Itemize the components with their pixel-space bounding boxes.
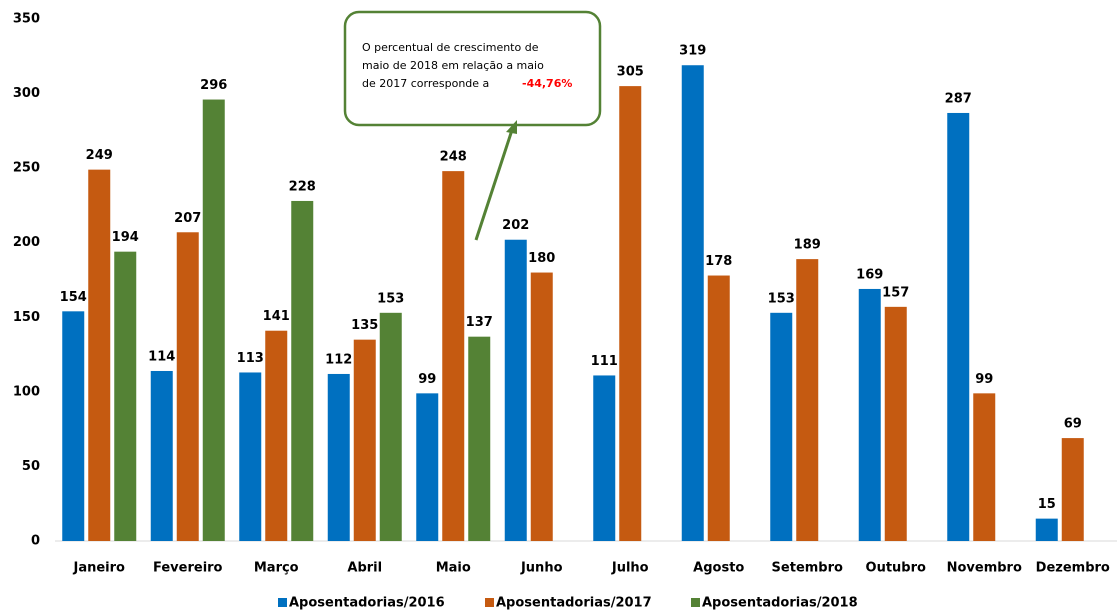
x-tick-label: Setembro	[772, 561, 843, 576]
data-label: 202	[502, 218, 529, 233]
y-tick-label: 250	[13, 161, 40, 176]
annotation-line: O percentual de crescimento de	[362, 41, 539, 54]
data-label: 99	[418, 372, 436, 387]
data-label: 113	[237, 351, 264, 366]
bar	[770, 312, 793, 541]
bar	[353, 339, 376, 541]
bar	[379, 312, 402, 541]
x-tick-label: Fevereiro	[153, 561, 223, 576]
data-label: 99	[975, 372, 993, 387]
y-tick-label: 100	[13, 384, 40, 399]
annotation-highlight: -44,76%	[522, 77, 572, 90]
data-label: 296	[200, 78, 227, 93]
x-tick-label: Outubro	[866, 561, 926, 576]
x-tick-label: Dezembro	[1036, 561, 1110, 576]
bar	[947, 112, 970, 542]
legend-label: Aposentadorias/2016	[289, 596, 445, 611]
data-label: 207	[174, 211, 201, 226]
data-label: 249	[86, 148, 113, 163]
bar	[796, 259, 819, 541]
bar	[176, 232, 199, 541]
bar	[858, 288, 881, 541]
y-tick-label: 50	[22, 459, 40, 474]
data-label: 112	[325, 352, 352, 367]
data-label: 137	[466, 315, 493, 330]
legend-label: Aposentadorias/2017	[496, 596, 652, 611]
bar	[291, 200, 314, 541]
data-label: 189	[794, 238, 821, 253]
y-tick-label: 350	[13, 12, 40, 27]
data-label: 319	[679, 44, 706, 59]
legend-label: Aposentadorias/2018	[702, 596, 858, 611]
bar	[1035, 518, 1058, 541]
bar	[504, 239, 527, 541]
bar	[707, 275, 730, 541]
data-label: 141	[263, 309, 290, 324]
data-label: 135	[351, 318, 378, 333]
data-label: 180	[528, 251, 555, 266]
data-label: 154	[60, 290, 87, 305]
x-tick-label: Março	[254, 561, 299, 576]
y-tick-label: 300	[13, 86, 40, 101]
data-label: 169	[856, 267, 883, 282]
bar	[530, 272, 553, 541]
legend-swatch	[485, 598, 494, 607]
x-tick-label: Julho	[611, 561, 649, 576]
bar	[442, 171, 465, 541]
bar	[202, 99, 225, 541]
bar	[884, 306, 907, 541]
x-tick-label: Janeiro	[73, 561, 126, 576]
data-label: 153	[377, 291, 404, 306]
bar	[973, 393, 996, 541]
callout-arrowhead	[506, 120, 517, 134]
data-label: 111	[591, 354, 618, 369]
data-label: 248	[440, 150, 467, 165]
bar	[150, 370, 173, 541]
x-tick-label: Maio	[436, 561, 471, 576]
data-label: 228	[289, 179, 316, 194]
y-tick-label: 0	[31, 534, 40, 549]
bar	[265, 330, 288, 541]
x-tick-label: Novembro	[947, 561, 1022, 576]
bar	[416, 393, 439, 541]
bar	[327, 373, 350, 541]
annotation-line: de 2017 corresponde a	[362, 77, 489, 90]
x-tick-label: Abril	[347, 561, 382, 576]
y-tick-label: 150	[13, 310, 40, 325]
data-label: 194	[112, 230, 139, 245]
data-label: 287	[945, 91, 972, 106]
bar	[1061, 438, 1084, 541]
data-label: 178	[705, 254, 732, 269]
bar	[681, 65, 704, 541]
legend-swatch	[691, 598, 700, 607]
data-label: 69	[1064, 417, 1082, 432]
callout-box	[343, 10, 602, 127]
data-label: 305	[617, 65, 644, 80]
bar	[468, 336, 491, 541]
bar	[114, 251, 137, 542]
callout-arrow	[474, 129, 514, 241]
x-tick-label: Agosto	[693, 561, 744, 576]
annotation-line: maio de 2018 em relação a maio	[362, 59, 544, 72]
bar	[593, 375, 616, 541]
bar	[619, 86, 642, 541]
bar	[88, 169, 111, 542]
bar	[62, 311, 85, 541]
x-tick-label: Junho	[520, 561, 563, 576]
data-label: 114	[148, 349, 175, 364]
y-tick-label: 200	[13, 235, 40, 250]
data-label: 157	[882, 285, 909, 300]
data-label: 153	[768, 291, 795, 306]
legend-swatch	[278, 598, 287, 607]
bar	[239, 372, 262, 541]
data-label: 15	[1038, 497, 1056, 512]
